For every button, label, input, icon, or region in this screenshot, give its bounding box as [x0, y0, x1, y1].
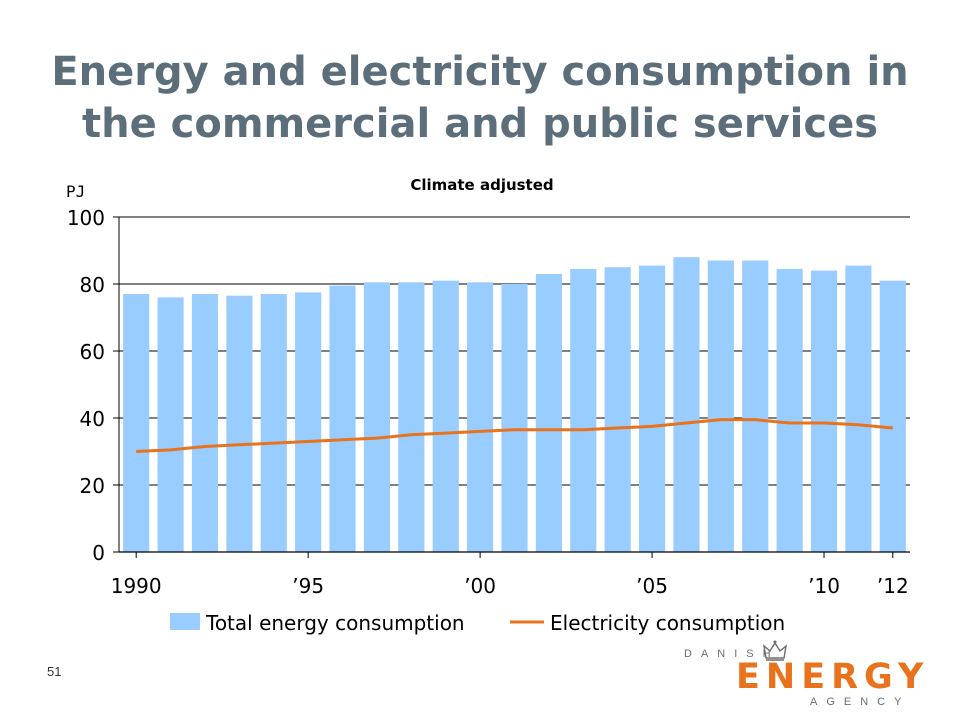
bar — [810, 270, 838, 552]
legend-label-total: Total energy consumption — [205, 611, 465, 635]
x-tick-label: ’10 — [808, 574, 840, 598]
y-tick-label: 0 — [92, 541, 105, 565]
logo-top-text: DANISH — [684, 648, 780, 660]
legend-swatch-bar — [170, 613, 200, 630]
bar — [295, 292, 322, 552]
bar — [123, 294, 150, 552]
y-tick-label: 80 — [80, 273, 105, 297]
bar — [742, 260, 769, 552]
bar — [226, 295, 253, 552]
slide-title-line2: the commercial and public services — [81, 101, 879, 147]
crown-icon — [762, 640, 788, 661]
slide-title: Energy and electricity consumption in th… — [0, 46, 960, 150]
bar — [638, 265, 666, 552]
bar — [157, 297, 184, 552]
bar — [707, 260, 734, 552]
x-tick-label: ’05 — [636, 574, 668, 598]
bar — [363, 282, 391, 552]
bar — [535, 273, 562, 552]
y-tick-label: 40 — [80, 407, 105, 431]
y-axis-unit-label: PJ — [66, 182, 85, 201]
bar — [329, 285, 356, 552]
slide-title-line1: Energy and electricity consumption in — [51, 49, 909, 95]
chart-subtitle: Climate adjusted — [410, 176, 553, 194]
page-number: 51 — [47, 664, 62, 679]
y-tick-label: 60 — [80, 340, 105, 364]
bar — [191, 294, 219, 552]
bar — [398, 282, 425, 552]
x-tick-label: 1990 — [111, 574, 162, 598]
danish-energy-agency-logo: DANISH ENERGY AGENCY — [670, 640, 955, 715]
x-tick-label: ’12 — [877, 574, 909, 598]
bar — [467, 282, 494, 552]
bar — [260, 294, 287, 552]
legend-label-electricity: Electricity consumption — [550, 611, 785, 635]
bar — [432, 280, 459, 552]
x-tick-label: ’00 — [464, 574, 496, 598]
bar — [673, 257, 700, 552]
x-tick-label: ’95 — [292, 574, 324, 598]
bar — [501, 284, 528, 552]
bar — [879, 280, 906, 552]
logo-main-text: ENERGY — [736, 657, 930, 697]
y-tick-label: 100 — [67, 206, 105, 230]
bar — [845, 265, 872, 552]
bar — [776, 268, 803, 552]
logo-bottom-text: AGENCY — [810, 696, 911, 708]
y-tick-label: 20 — [80, 474, 105, 498]
bar — [570, 268, 597, 552]
bar — [604, 267, 631, 552]
